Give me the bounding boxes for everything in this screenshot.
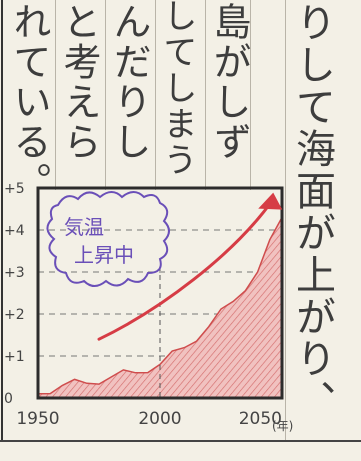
chart-frame (36, 186, 284, 400)
essay-column-3: んだりし (107, 2, 151, 162)
essay-column-6: りして海面が上がり、 (289, 2, 335, 422)
y-axis-ticks: 0 +1 +2 +3 +4 +5 (4, 181, 25, 407)
annotation-line-1: 気温 (64, 215, 104, 239)
y-tick-label: 0 (4, 391, 13, 407)
essay-column-1: れている。 (7, 2, 51, 202)
column-rule (250, 0, 251, 190)
x-axis-ticks: 1950 2000 2050 (16, 409, 282, 429)
arrow-head-icon (258, 192, 283, 210)
x-tick-label: 2000 (138, 409, 181, 429)
y-tick-label: +2 (4, 307, 25, 323)
speech-bubble (46, 191, 170, 287)
column-rule (105, 0, 106, 190)
y-tick-label: +3 (4, 265, 25, 281)
essay-column-4: してしまう (157, 0, 197, 178)
page-border (1, 0, 13, 440)
x-axis-unit: (年) (272, 419, 293, 433)
temperature-area (38, 217, 282, 398)
essay-column-5: 島がしず (207, 2, 251, 162)
column-rule (55, 0, 56, 190)
x-tick-label: 2050 (239, 409, 282, 429)
page-bottom-line (0, 440, 361, 442)
y-tick-label: +5 (4, 181, 25, 197)
column-rule (155, 0, 156, 190)
column-rule (285, 0, 286, 440)
column-rule (205, 0, 206, 190)
essay-column-2: と考えら (57, 2, 101, 162)
y-tick-label: +4 (4, 223, 25, 239)
trend-arrow (97, 199, 274, 341)
annotation-line-2: 上昇中 (74, 243, 134, 267)
x-tick-label: 1950 (16, 409, 59, 429)
y-tick-label: +1 (4, 349, 25, 365)
